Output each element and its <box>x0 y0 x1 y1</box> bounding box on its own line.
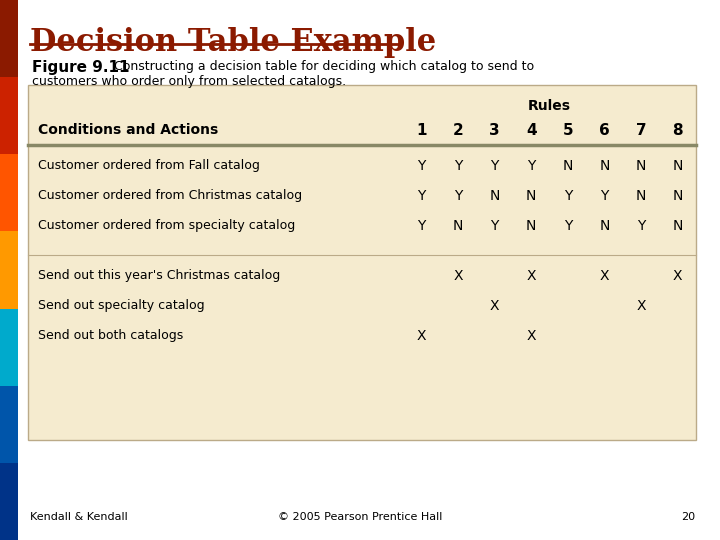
Text: N: N <box>526 219 536 233</box>
Text: Y: Y <box>600 189 608 203</box>
Text: X: X <box>636 299 646 313</box>
Text: Customer ordered from specialty catalog: Customer ordered from specialty catalog <box>38 219 295 232</box>
Text: 1: 1 <box>416 123 426 138</box>
Text: 3: 3 <box>490 123 500 138</box>
Text: customers who order only from selected catalogs.: customers who order only from selected c… <box>32 75 346 88</box>
Text: 2: 2 <box>453 123 463 138</box>
Text: N: N <box>636 159 647 173</box>
Text: N: N <box>490 189 500 203</box>
Bar <box>0 308 18 386</box>
Bar <box>28 85 696 440</box>
Text: 5: 5 <box>562 123 573 138</box>
Text: Customer ordered from Christmas catalog: Customer ordered from Christmas catalog <box>38 189 302 202</box>
Text: N: N <box>672 189 683 203</box>
Text: Y: Y <box>564 189 572 203</box>
Text: Y: Y <box>490 159 499 173</box>
Text: N: N <box>453 219 463 233</box>
Text: N: N <box>672 219 683 233</box>
Bar <box>0 0 18 77</box>
Text: Y: Y <box>454 159 462 173</box>
Text: Decision Table Example: Decision Table Example <box>30 27 436 58</box>
Bar <box>0 154 18 232</box>
Text: Send out both catalogs: Send out both catalogs <box>38 329 184 342</box>
Text: 4: 4 <box>526 123 536 138</box>
Text: Constructing a decision table for deciding which catalog to send to: Constructing a decision table for decidi… <box>114 60 534 73</box>
Text: © 2005 Pearson Prentice Hall: © 2005 Pearson Prentice Hall <box>278 512 442 522</box>
Text: N: N <box>636 189 647 203</box>
Text: Y: Y <box>417 219 426 233</box>
Text: N: N <box>526 189 536 203</box>
Text: N: N <box>599 219 610 233</box>
Text: Y: Y <box>637 219 645 233</box>
Text: X: X <box>526 329 536 343</box>
Text: Y: Y <box>490 219 499 233</box>
Text: Send out this year's Christmas catalog: Send out this year's Christmas catalog <box>38 269 280 282</box>
Bar <box>0 386 18 463</box>
Text: X: X <box>526 269 536 283</box>
Text: Y: Y <box>527 159 536 173</box>
Text: Conditions and Actions: Conditions and Actions <box>38 123 218 137</box>
Text: N: N <box>599 159 610 173</box>
Text: 6: 6 <box>599 123 610 138</box>
Text: X: X <box>453 269 463 283</box>
Text: Figure 9.11: Figure 9.11 <box>32 60 130 75</box>
Text: X: X <box>417 329 426 343</box>
Text: N: N <box>672 159 683 173</box>
Text: X: X <box>600 269 609 283</box>
Text: Rules: Rules <box>528 99 571 113</box>
Text: N: N <box>562 159 573 173</box>
Text: Y: Y <box>417 159 426 173</box>
Text: 20: 20 <box>681 512 695 522</box>
Text: X: X <box>490 299 499 313</box>
Bar <box>0 77 18 154</box>
Bar <box>0 232 18 308</box>
Text: Y: Y <box>454 189 462 203</box>
Text: X: X <box>673 269 683 283</box>
Text: Customer ordered from Fall catalog: Customer ordered from Fall catalog <box>38 159 260 172</box>
Text: Kendall & Kendall: Kendall & Kendall <box>30 512 127 522</box>
Text: Y: Y <box>564 219 572 233</box>
Bar <box>0 463 18 540</box>
Text: Y: Y <box>417 189 426 203</box>
Text: Send out specialty catalog: Send out specialty catalog <box>38 299 204 312</box>
Text: 8: 8 <box>672 123 683 138</box>
Text: 7: 7 <box>636 123 647 138</box>
